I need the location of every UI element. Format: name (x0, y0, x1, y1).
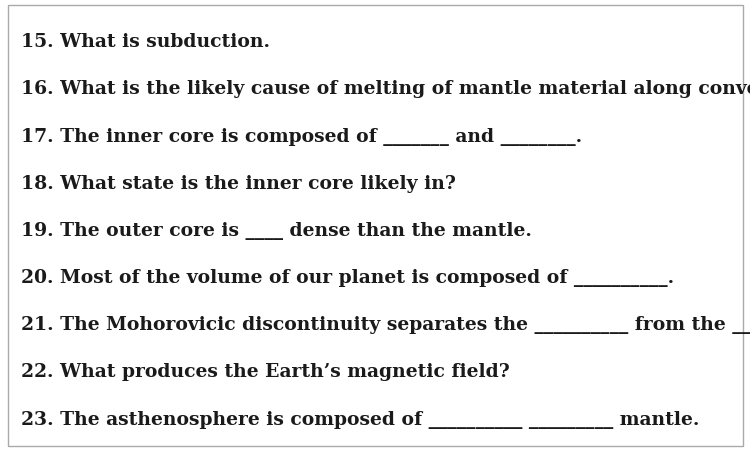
Text: 17. The inner core is composed of _______ and ________.: 17. The inner core is composed of ______… (21, 127, 602, 145)
Text: 16. What is the likely cause of melting of mantle material along convergent marg: 16. What is the likely cause of melting … (21, 81, 750, 99)
Text: 22. What produces the Earth’s magnetic field?: 22. What produces the Earth’s magnetic f… (21, 364, 509, 382)
Text: 20. Most of the volume of our planet is composed of __________.: 20. Most of the volume of our planet is … (21, 269, 693, 287)
Text: 18. What state is the inner core likely in?: 18. What state is the inner core likely … (21, 175, 455, 193)
Text: 21. The Mohorovicic discontinuity separates the __________ from the ___________.: 21. The Mohorovicic discontinuity separa… (21, 316, 750, 334)
Text: 15. What is subduction.: 15. What is subduction. (21, 33, 270, 51)
Text: 23. The asthenosphere is composed of __________ _________ mantle.: 23. The asthenosphere is composed of ___… (21, 411, 699, 429)
Text: 19. The outer core is ____ dense than the mantle.: 19. The outer core is ____ dense than th… (21, 222, 532, 240)
FancyBboxPatch shape (8, 4, 742, 446)
